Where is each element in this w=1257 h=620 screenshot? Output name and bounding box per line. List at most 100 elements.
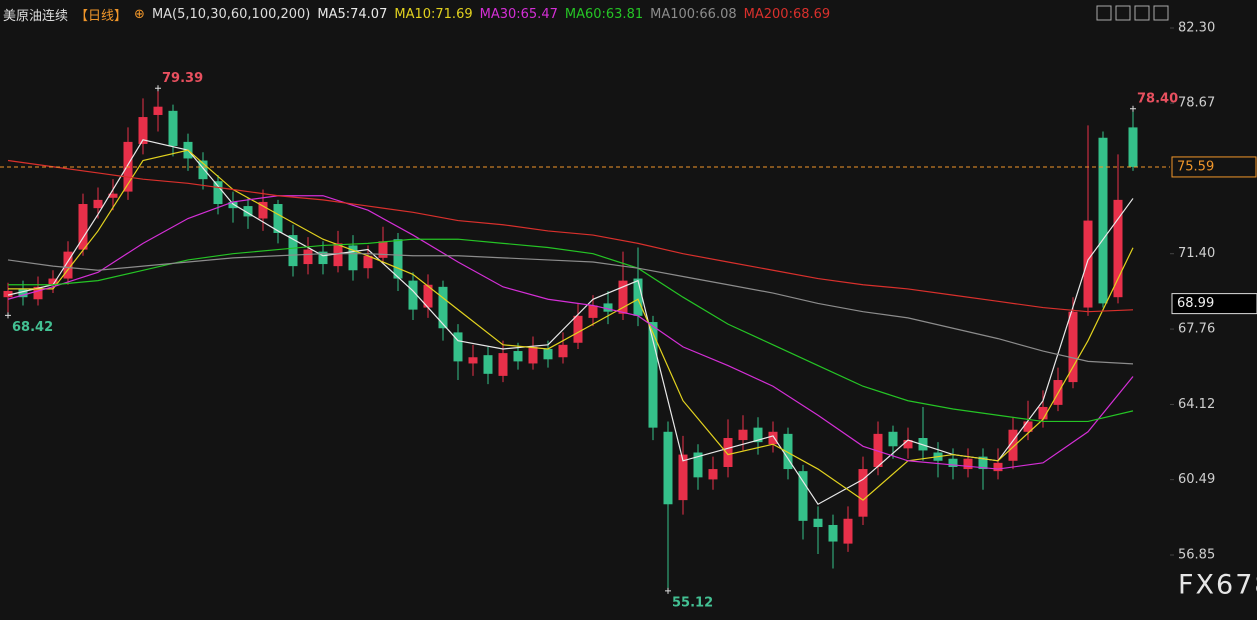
- candle-body: [93, 199, 103, 209]
- candle-body: [798, 471, 808, 521]
- legend-entry: MA200:68.69: [743, 7, 831, 22]
- period[interactable]: 【日线】: [75, 9, 128, 24]
- candle-body: [813, 518, 823, 528]
- candle-body: [63, 251, 73, 279]
- toolbar: [1096, 5, 1169, 21]
- annotation-marker: [665, 587, 671, 594]
- candle-body: [1098, 137, 1108, 304]
- candle-body: [543, 348, 553, 360]
- candle-body: [843, 518, 853, 544]
- indicator[interactable]: MA(5,10,30,60,100,200): [151, 7, 311, 22]
- candle-body: [423, 284, 433, 308]
- candle-body: [618, 280, 628, 314]
- candle-body: [48, 278, 58, 285]
- candle-body: [333, 243, 343, 267]
- price-tag-label: 68.99: [1177, 296, 1214, 311]
- annotation-label: 78.40: [1137, 91, 1178, 106]
- candle-body: [1083, 220, 1093, 308]
- y-tick-label: 67.76: [1178, 322, 1215, 337]
- candle-body: [18, 288, 28, 298]
- annotation-marker: [155, 85, 161, 92]
- candle-body: [288, 235, 298, 267]
- candle-body: [168, 110, 178, 147]
- candle-body: [498, 353, 508, 376]
- candle-body: [318, 251, 328, 265]
- candle-body: [858, 469, 868, 517]
- candle-body: [723, 438, 733, 467]
- add-icon[interactable]: ⊕: [134, 7, 145, 22]
- candle-body: [3, 290, 13, 298]
- candle-body: [378, 241, 388, 258]
- candle-body: [228, 201, 238, 209]
- candle-body: [768, 431, 778, 445]
- plot-area: [3, 85, 1138, 594]
- symbol: 美原油连续: [3, 9, 69, 24]
- candle-body: [558, 344, 568, 358]
- candle-body: [708, 469, 718, 480]
- candle-body: [828, 524, 838, 542]
- candle-body: [348, 245, 358, 271]
- candle-body: [1068, 311, 1078, 383]
- legend-entry: MA60:63.81: [564, 7, 644, 22]
- tool-icon[interactable]: [1115, 5, 1131, 21]
- candle-body: [258, 201, 268, 219]
- candle-body: [918, 438, 928, 451]
- annotation-marker: [1130, 105, 1136, 112]
- candle-body: [408, 280, 418, 310]
- tool-icon[interactable]: [1153, 5, 1169, 21]
- candle-body: [528, 346, 538, 364]
- candle-body: [303, 249, 313, 265]
- legend-entry: MA10:71.69: [394, 7, 473, 22]
- candle-body: [738, 429, 748, 441]
- candle-body: [1008, 429, 1018, 461]
- candle-body: [648, 322, 658, 428]
- ma-line: [7, 159, 1134, 313]
- y-tick-label: 60.49: [1178, 472, 1215, 487]
- candle-body: [993, 462, 1003, 472]
- candle-body: [363, 255, 373, 269]
- candle-body: [468, 357, 478, 364]
- candle-body: [873, 433, 883, 467]
- y-tick-label: 82.30: [1178, 21, 1215, 36]
- legend-entry: MA5:74.07: [317, 7, 388, 22]
- ma-line: [7, 195, 1134, 470]
- tool-icon[interactable]: [1096, 5, 1112, 21]
- ma-line: [7, 139, 1134, 506]
- y-tick-label: 56.85: [1178, 548, 1215, 563]
- candle-body: [753, 427, 763, 443]
- annotation-marker: [5, 312, 11, 319]
- candle-body: [1038, 406, 1048, 420]
- candle-body: [903, 440, 913, 449]
- annotation-label: 68.42: [12, 320, 53, 335]
- candle-body: [663, 431, 673, 505]
- price-tag-box: [1171, 293, 1257, 315]
- candle-body: [108, 193, 118, 198]
- candle-body: [948, 458, 958, 467]
- price-label: 75.59: [1177, 159, 1214, 174]
- candle-body: [393, 239, 403, 279]
- tool-icon[interactable]: [1134, 5, 1150, 21]
- annotation-label: 55.12: [672, 595, 713, 610]
- candle-body: [33, 286, 43, 300]
- candle-body: [573, 315, 583, 343]
- candle-body: [603, 303, 613, 312]
- candle-body: [1128, 127, 1138, 167]
- candle-body: [783, 433, 793, 470]
- candle-body: [1113, 199, 1123, 298]
- y-tick-label: 64.12: [1178, 397, 1215, 412]
- candle-body: [483, 355, 493, 374]
- header: 美原油连续 【日线】 ⊕ MA(5,10,30,60,100,200) MA5:…: [3, 5, 830, 24]
- ma-line: [8, 149, 1134, 501]
- annotation-label: 79.39: [162, 71, 203, 86]
- candle-body: [273, 204, 283, 234]
- ma-line: [8, 238, 1134, 423]
- price-box: [1171, 156, 1257, 178]
- candle-body: [453, 332, 463, 362]
- candle-body: [633, 278, 643, 316]
- candle-body: [1023, 421, 1033, 432]
- candle-body: [153, 106, 163, 115]
- candle-body: [438, 286, 448, 329]
